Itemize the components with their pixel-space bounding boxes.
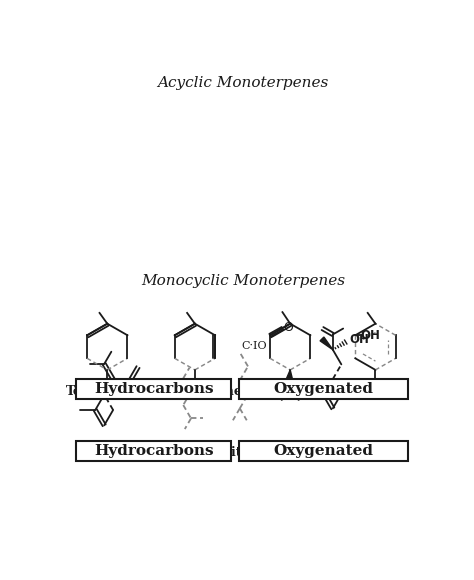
Text: OH: OH [361,329,381,342]
Text: OH: OH [349,333,369,346]
Text: Ocimene: Ocimene [148,446,210,459]
Text: Linalool: Linalool [321,446,378,459]
Text: Terpinolene: Terpinolene [66,385,149,398]
Text: Hydrocarbons: Hydrocarbons [94,382,214,396]
Text: Myrcene: Myrcene [83,446,144,459]
Text: Phellandrene: Phellandrene [148,385,242,398]
Text: Acyclic Monoterpenes: Acyclic Monoterpenes [157,76,328,90]
Text: Citronellal: Citronellal [222,446,297,459]
Text: C·IO: C·IO [241,341,267,351]
Text: Thymol: Thymol [349,385,401,398]
FancyBboxPatch shape [239,441,408,461]
Polygon shape [320,337,333,350]
Text: Carvone: Carvone [262,385,319,398]
FancyBboxPatch shape [76,441,231,461]
Text: O: O [283,321,293,334]
Text: Monocyclic Monoterpenes: Monocyclic Monoterpenes [141,274,345,288]
Text: Hydrocarbons: Hydrocarbons [94,444,214,458]
Polygon shape [286,370,292,379]
FancyBboxPatch shape [239,379,408,399]
Text: Oxygenated: Oxygenated [273,382,374,396]
FancyBboxPatch shape [76,379,231,399]
Text: Oxygenated: Oxygenated [273,444,374,458]
